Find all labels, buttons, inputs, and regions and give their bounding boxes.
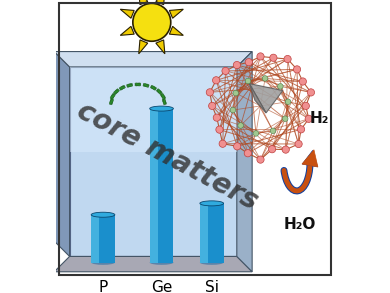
Polygon shape [156,0,165,5]
Polygon shape [221,203,223,263]
Circle shape [307,89,315,96]
Polygon shape [171,109,174,263]
Polygon shape [169,26,183,35]
Polygon shape [54,256,252,272]
Circle shape [270,54,277,62]
Ellipse shape [110,94,115,98]
Polygon shape [91,215,99,263]
Circle shape [284,55,291,63]
Ellipse shape [120,85,124,90]
Circle shape [298,126,305,133]
Ellipse shape [200,201,223,206]
Circle shape [233,62,241,69]
Circle shape [253,131,259,136]
Polygon shape [156,40,165,54]
Ellipse shape [111,93,114,99]
Polygon shape [200,203,208,263]
Polygon shape [150,109,158,263]
Ellipse shape [144,83,149,87]
Circle shape [278,84,283,89]
Ellipse shape [127,83,132,87]
Ellipse shape [119,86,125,89]
Polygon shape [150,109,174,263]
Ellipse shape [109,99,113,104]
Circle shape [257,156,264,163]
Ellipse shape [127,84,133,86]
Circle shape [244,150,252,157]
Circle shape [238,123,243,128]
Circle shape [299,78,307,85]
Text: P: P [98,280,108,293]
Ellipse shape [163,99,166,105]
Circle shape [213,114,220,121]
Ellipse shape [162,99,167,104]
Circle shape [305,115,312,122]
Text: core matters: core matters [72,97,262,216]
Circle shape [230,107,236,113]
Circle shape [219,140,226,147]
Text: Si: Si [205,280,219,293]
Polygon shape [139,0,148,5]
Ellipse shape [151,85,156,90]
Circle shape [233,90,239,96]
Ellipse shape [113,90,119,93]
Circle shape [245,78,251,84]
Polygon shape [54,52,252,67]
Text: H₂: H₂ [309,111,329,126]
Circle shape [222,67,229,74]
Circle shape [293,66,301,73]
Ellipse shape [200,260,223,265]
Polygon shape [249,84,283,113]
Polygon shape [112,215,115,263]
Text: Ge: Ge [151,280,172,293]
Circle shape [262,76,268,81]
Ellipse shape [161,93,165,99]
Circle shape [133,3,171,41]
Circle shape [268,146,276,153]
Ellipse shape [110,99,113,105]
Polygon shape [69,67,237,256]
Ellipse shape [150,260,174,265]
Circle shape [209,102,216,110]
Circle shape [295,140,302,148]
Polygon shape [120,9,134,18]
Polygon shape [302,150,318,167]
Text: H₂O: H₂O [284,217,316,232]
Circle shape [302,102,309,110]
Ellipse shape [135,83,141,86]
Ellipse shape [151,86,156,89]
Polygon shape [169,9,183,18]
Ellipse shape [135,83,141,86]
Ellipse shape [150,106,174,111]
Circle shape [234,143,241,150]
Ellipse shape [161,94,165,98]
Polygon shape [69,67,237,152]
Circle shape [285,99,291,105]
Ellipse shape [91,212,115,217]
Ellipse shape [115,89,118,94]
Polygon shape [200,203,223,263]
Ellipse shape [156,90,162,93]
Ellipse shape [158,89,161,94]
Circle shape [213,77,220,84]
Polygon shape [139,40,148,54]
Polygon shape [249,84,266,113]
Polygon shape [120,26,134,35]
Ellipse shape [143,84,149,86]
Circle shape [270,128,276,134]
Polygon shape [237,52,252,272]
Circle shape [282,116,288,122]
Polygon shape [91,215,115,263]
Polygon shape [54,52,69,256]
Circle shape [216,126,223,133]
Circle shape [245,59,252,66]
Circle shape [257,53,264,60]
Ellipse shape [91,260,115,265]
Circle shape [206,89,213,96]
Circle shape [282,146,289,153]
Polygon shape [302,150,317,167]
